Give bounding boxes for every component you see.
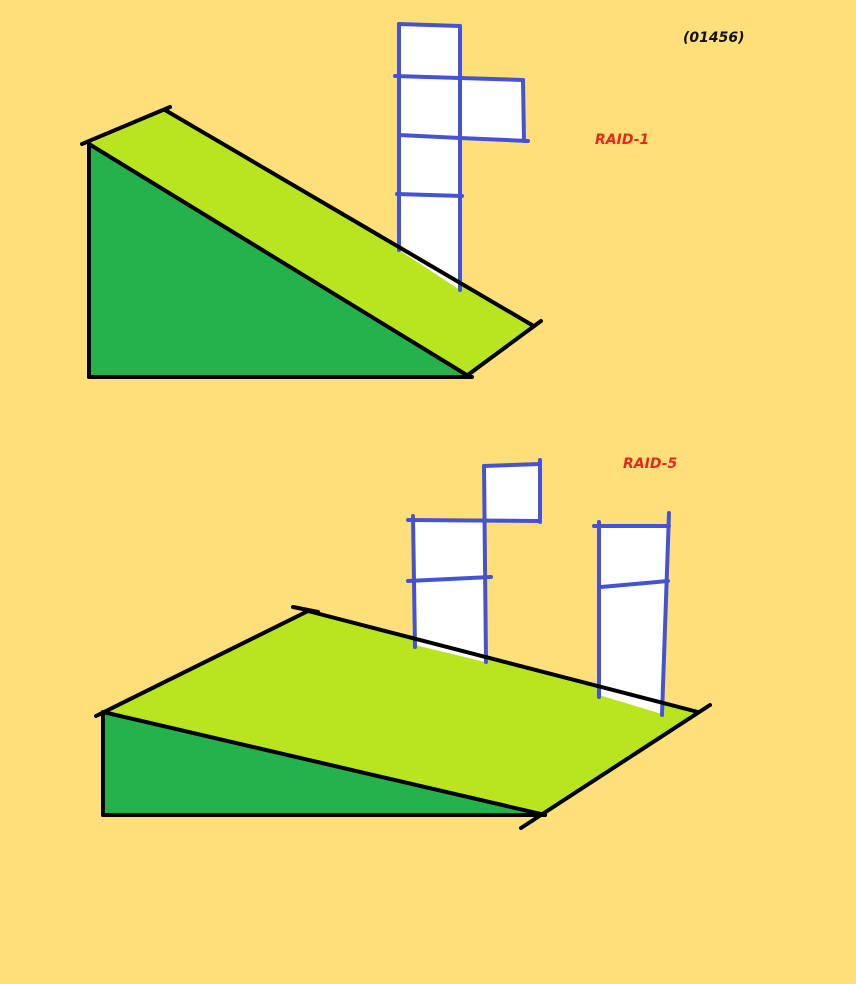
- raid-1-block-stack: [393, 22, 530, 292]
- raid-1-column-fill: [399, 24, 460, 290]
- raid-5-right-column-fill: [599, 526, 668, 714]
- raid-1-ramp-top: [89, 110, 532, 377]
- raid-5-figure: [94, 458, 712, 830]
- raid-5-block-stack-left: [406, 458, 542, 664]
- raid-5-label: RAID-5: [623, 456, 678, 472]
- raid-1-figure: [80, 22, 543, 379]
- reference-code-label: (01456): [683, 30, 745, 46]
- raid-5-top-block-fill: [484, 464, 540, 522]
- raid-5-left-column-fill: [413, 520, 485, 662]
- raid-5-block-stack-right: [592, 511, 671, 717]
- raid-5-ramp-outline: [94, 605, 712, 830]
- raid-1-label: RAID-1: [595, 132, 650, 148]
- raid-1-side-block-fill: [460, 78, 524, 141]
- raid-5-ramp-top: [103, 611, 698, 815]
- raid-1-ramp-outline: [80, 105, 543, 379]
